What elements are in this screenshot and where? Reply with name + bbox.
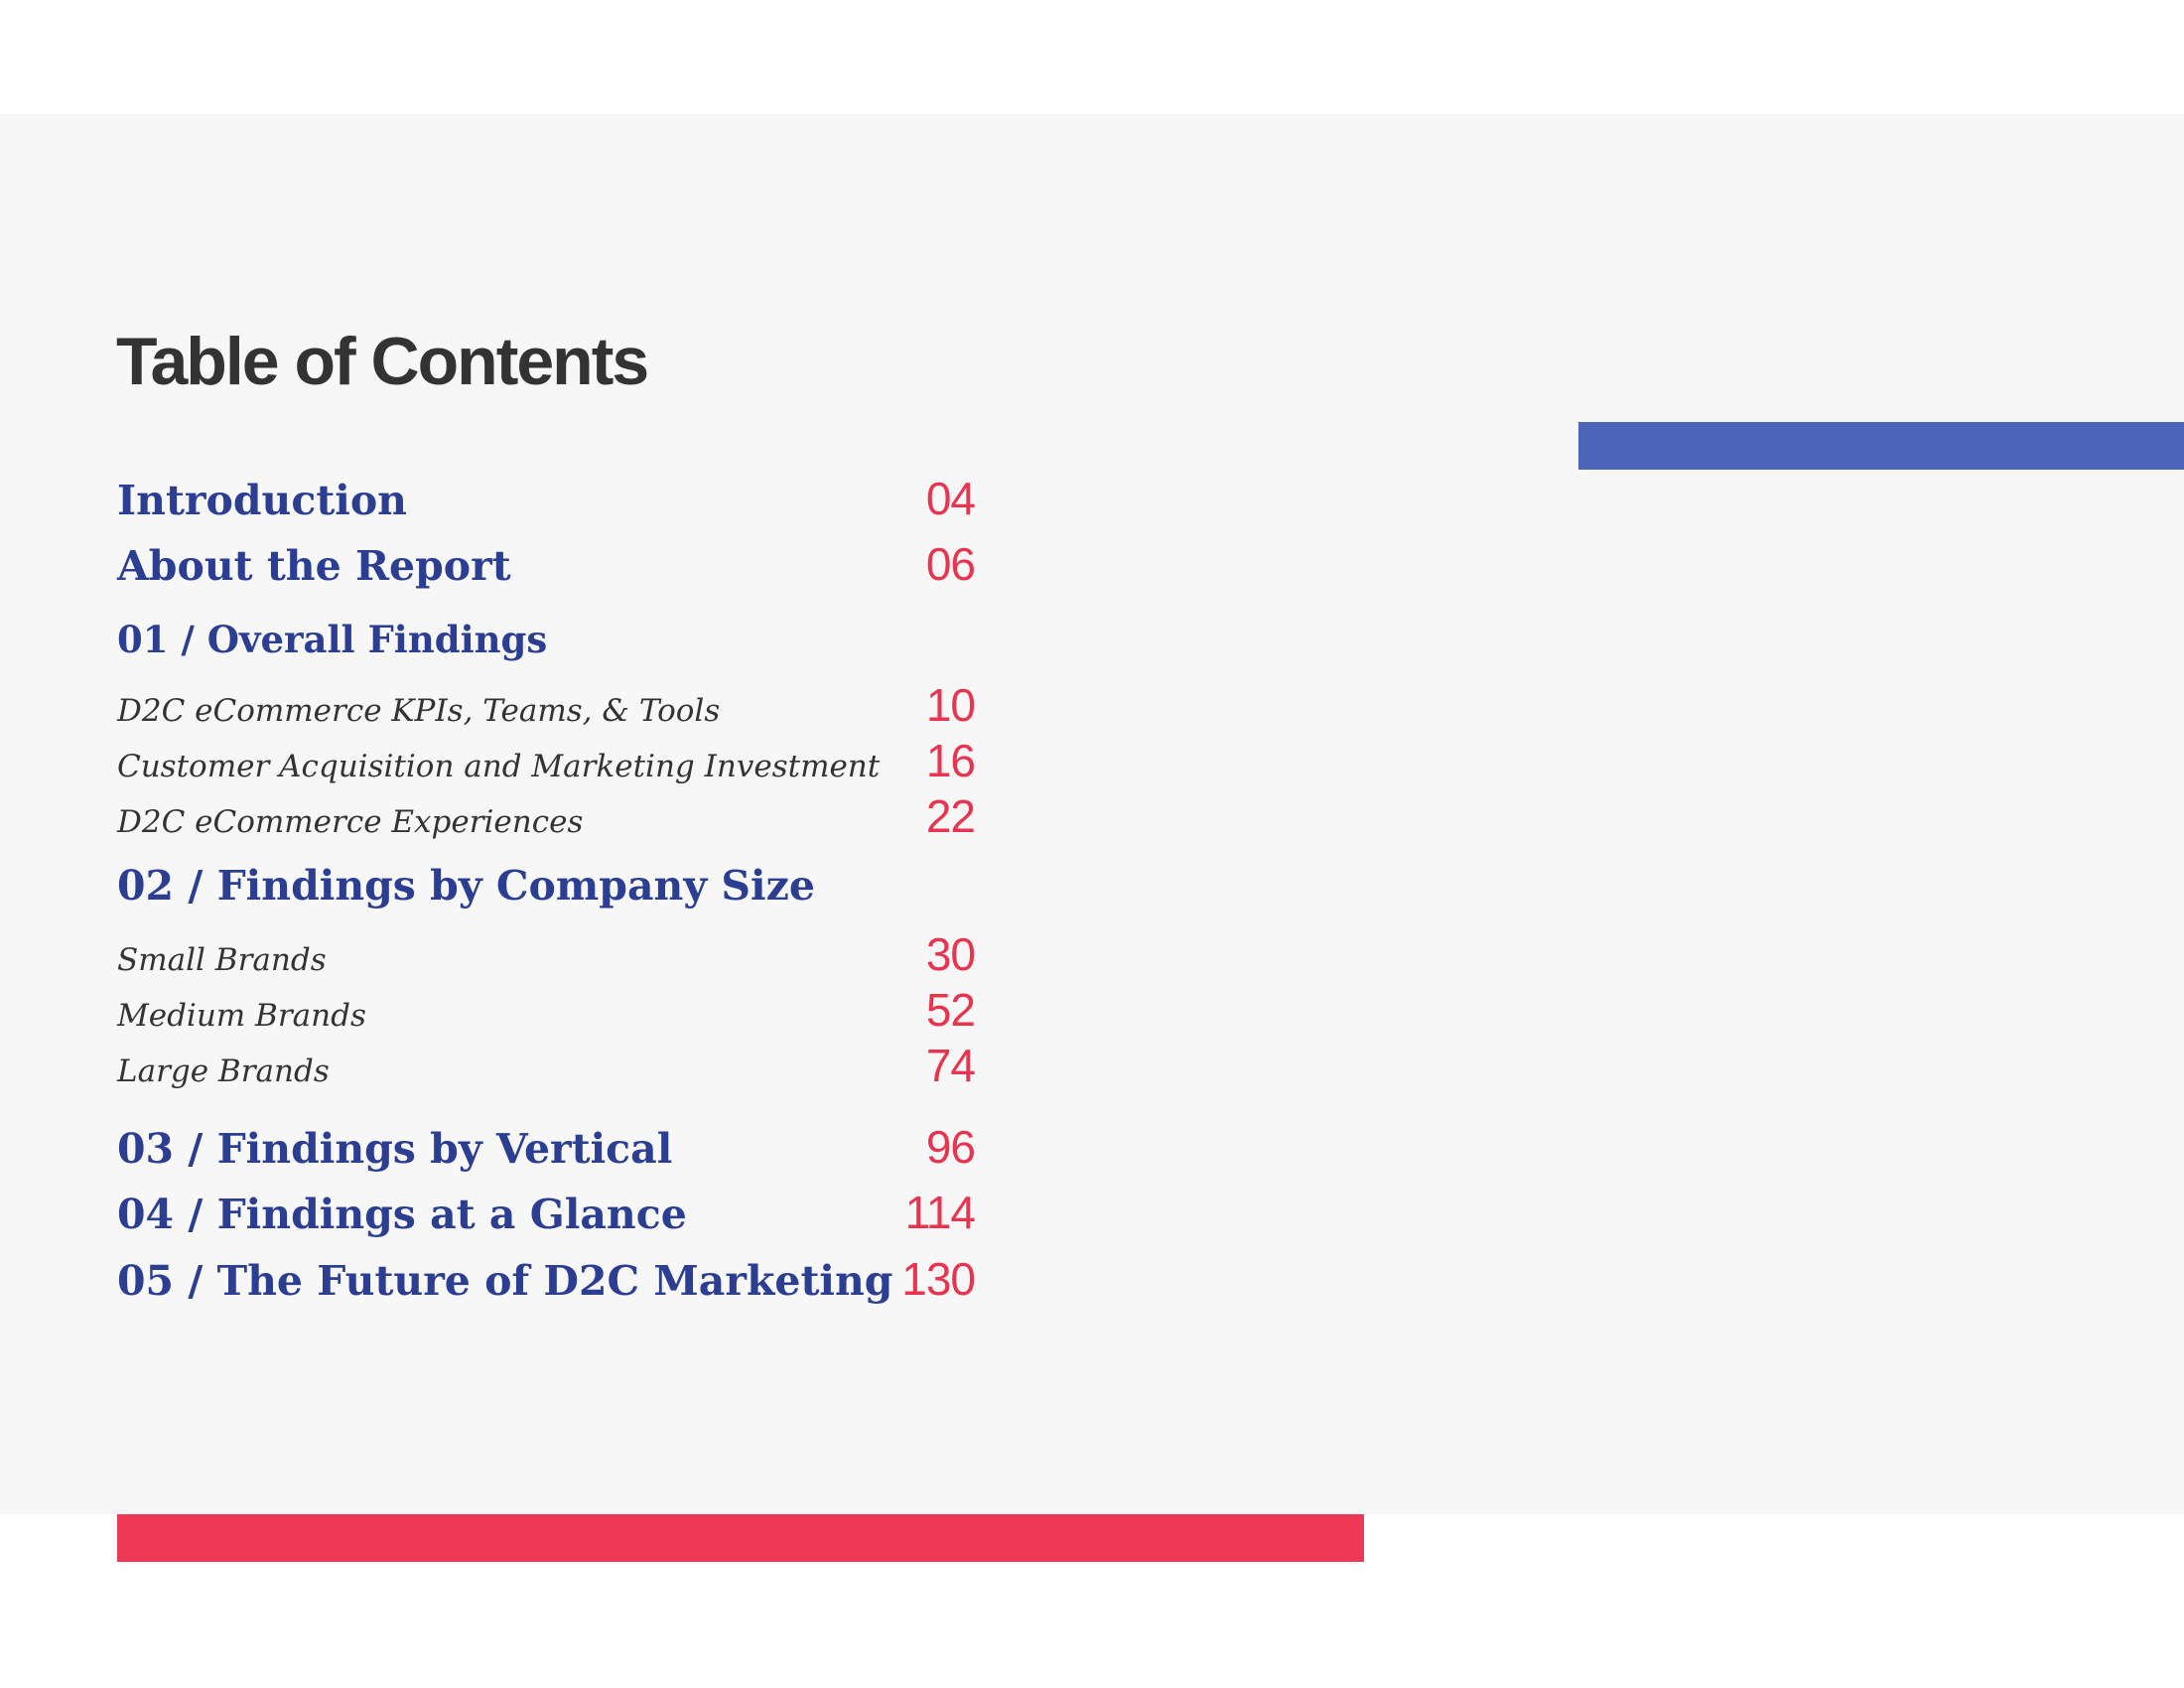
toc-entry-label: D2C eCommerce Experiences: [117, 804, 584, 840]
toc-entry-label: About the Report: [117, 542, 511, 590]
toc-entry-at-a-glance[interactable]: 04 / Findings at a Glance 114: [117, 1186, 976, 1239]
toc-section-label: 01 / Overall Findings: [117, 618, 548, 661]
toc-page-number: 74: [925, 1040, 976, 1091]
toc-entry-label: Introduction: [117, 477, 407, 524]
toc-entry-medium-brands[interactable]: Medium Brands 52: [117, 983, 976, 1037]
toc-entry-about[interactable]: About the Report 06: [117, 537, 976, 591]
toc-page-number: 130: [901, 1253, 976, 1305]
toc-section-overall-findings[interactable]: 01 / Overall Findings: [117, 618, 975, 661]
toc-page-number: 96: [925, 1121, 976, 1173]
toc-entry-future[interactable]: 05 / The Future of D2C Marketing 130: [117, 1252, 976, 1306]
toc-page-number: 22: [925, 790, 976, 842]
toc-entry-label: 03 / Findings by Vertical: [117, 1125, 673, 1173]
toc-entry-experiences[interactable]: D2C eCommerce Experiences 22: [117, 789, 976, 843]
toc-page-number: 114: [904, 1187, 976, 1238]
toc-entry-label: D2C eCommerce KPIs, Teams, & Tools: [117, 693, 721, 729]
blue-accent-bar: [1578, 422, 2184, 470]
background-panel: [0, 114, 2184, 1514]
toc-entry-small-brands[interactable]: Small Brands 30: [117, 927, 976, 981]
toc-entry-customer-acquisition[interactable]: Customer Acquisition and Marketing Inves…: [117, 734, 976, 787]
toc-entry-label: 05 / The Future of D2C Marketing: [117, 1257, 893, 1305]
red-accent-bar: [117, 1514, 1364, 1562]
toc-page-number: 10: [925, 679, 976, 731]
toc-entry-label: Large Brands: [117, 1054, 330, 1089]
toc-page-number: 04: [925, 473, 976, 524]
toc-entry-label: 04 / Findings at a Glance: [117, 1191, 687, 1238]
toc-entry-label: Small Brands: [117, 942, 327, 978]
toc-entry-introduction[interactable]: Introduction 04: [117, 472, 976, 525]
toc-section-company-size[interactable]: 02 / Findings by Company Size: [117, 862, 975, 910]
toc-entry-large-brands[interactable]: Large Brands 74: [117, 1039, 976, 1092]
toc-section-label: 02 / Findings by Company Size: [117, 862, 815, 910]
toc-page-number: 30: [925, 928, 976, 980]
toc-entry-kpis[interactable]: D2C eCommerce KPIs, Teams, & Tools 10: [117, 678, 976, 732]
toc-entry-vertical[interactable]: 03 / Findings by Vertical 96: [117, 1120, 976, 1174]
toc-page-number: 16: [925, 735, 976, 786]
toc-page-number: 06: [925, 538, 976, 590]
page-title: Table of Contents: [116, 324, 649, 399]
toc-entry-label: Customer Acquisition and Marketing Inves…: [117, 749, 881, 784]
toc-entry-label: Medium Brands: [117, 998, 366, 1034]
toc-page-number: 52: [925, 984, 976, 1036]
